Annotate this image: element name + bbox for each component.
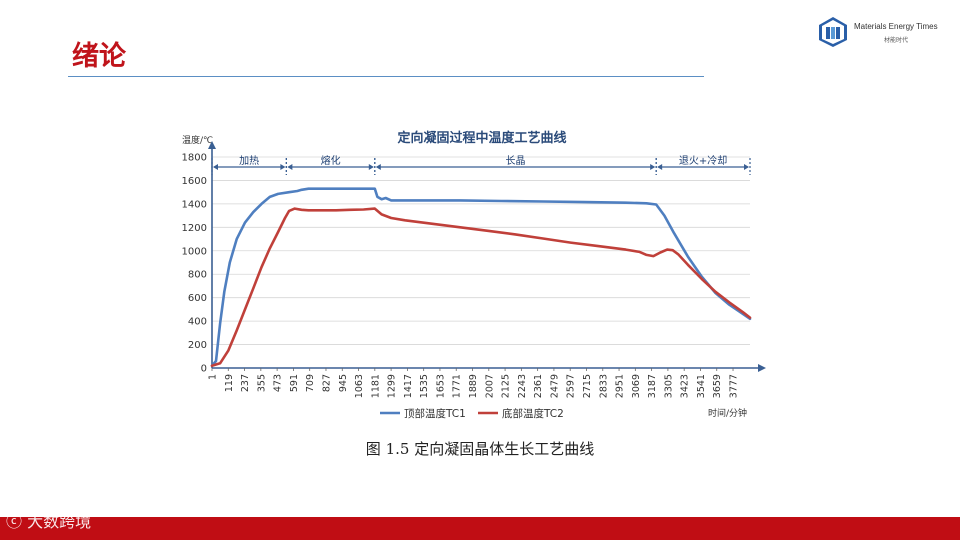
stage-arrow-right-icon [744,164,749,170]
stage-label: 退火+冷却 [679,154,727,167]
series-line-2 [210,207,752,367]
stage-arrow-right-icon [280,164,286,170]
y-tick-label: 1600 [182,176,207,187]
x-tick-label: 2361 [533,374,544,398]
figure-caption: 图 1.5 定向凝固晶体生长工艺曲线 [365,440,595,458]
x-tick-label: 1181 [370,374,381,398]
x-tick-label: 2125 [501,374,512,398]
x-tick-label: 1417 [403,374,414,398]
y-tick-label: 600 [188,293,207,304]
y-tick-label: 0 [201,364,207,375]
x-axis-arrow-icon [758,364,766,372]
stage-label: 加热 [239,154,259,167]
x-tick-label: 2479 [549,374,560,398]
x-tick-label: 2833 [598,374,609,398]
stage-arrow-left-icon [213,164,218,170]
y-axis-label: 温度/℃ [182,134,213,146]
y-tick-label: 1200 [182,223,207,234]
x-tick-label: 1771 [452,374,463,398]
stage-arrow-left-icon [657,164,663,170]
x-tick-label: 1535 [419,374,430,398]
y-tick-label: 400 [188,317,207,328]
logo-cube-icon [819,17,847,47]
x-axis-label: 时间/分钟 [708,407,747,419]
x-tick-label: 2597 [566,374,577,398]
x-tick-label: 3187 [647,374,658,398]
logo-chinese-text: 材能时代 [884,37,909,44]
x-tick-label: 3305 [663,374,674,398]
watermark-icon: ⓒ [6,512,28,531]
x-tick-label: 3541 [696,374,707,398]
x-tick-label: 355 [256,374,267,392]
x-tick-label: 1063 [354,374,365,398]
company-logo: Materials Energy Times 材能时代 [818,16,950,50]
watermark: ⓒ 大数跨境 [6,508,91,532]
x-tick-label: 945 [338,374,349,392]
x-tick-label: 3659 [712,374,723,398]
x-tick-label: 3423 [680,374,691,398]
stage-arrow-left-icon [287,164,293,170]
stage-label: 长晶 [505,155,525,167]
x-tick-label: 1299 [387,374,398,398]
legend-label: 顶部温度TC1 [404,407,466,420]
chart-title: 定向凝固过程中温度工艺曲线 [396,130,566,146]
y-tick-label: 1000 [182,246,207,257]
temperature-process-chart: 定向凝固过程中温度工艺曲线温度/℃02004006008001000120014… [182,130,766,420]
x-tick-label: 1653 [435,374,446,398]
x-tick-label: 1 [208,374,219,380]
x-tick-label: 3777 [729,374,740,398]
title-divider [68,76,704,77]
y-tick-label: 200 [188,340,207,351]
y-tick-label: 1800 [182,153,207,164]
y-axis-arrow-icon [208,141,216,149]
x-tick-label: 2715 [582,374,593,398]
series-line-1 [210,187,752,367]
legend-label: 底部温度TC2 [502,407,564,420]
x-tick-label: 2951 [615,374,626,398]
x-tick-label: 827 [321,374,332,392]
page-title: 绪论 [72,41,126,72]
x-tick-label: 3069 [631,374,642,398]
x-tick-label: 473 [273,374,284,392]
x-tick-label: 2243 [517,374,528,398]
x-tick-label: 237 [240,374,251,392]
x-tick-label: 709 [305,374,316,392]
footer-bar [0,517,960,540]
x-tick-label: 119 [224,374,235,392]
stage-label: 熔化 [321,154,341,167]
y-tick-label: 1400 [182,199,207,210]
x-tick-label: 1889 [468,374,479,398]
watermark-text: 大数跨境 [27,512,92,531]
x-tick-label: 2007 [484,374,495,398]
stage-arrow-right-icon [368,164,374,170]
x-tick-label: 591 [289,374,300,392]
stage-arrow-left-icon [375,164,381,170]
logo-english-text: Materials Energy Times [854,22,938,31]
stage-arrow-right-icon [650,164,656,170]
y-tick-label: 800 [188,270,207,281]
